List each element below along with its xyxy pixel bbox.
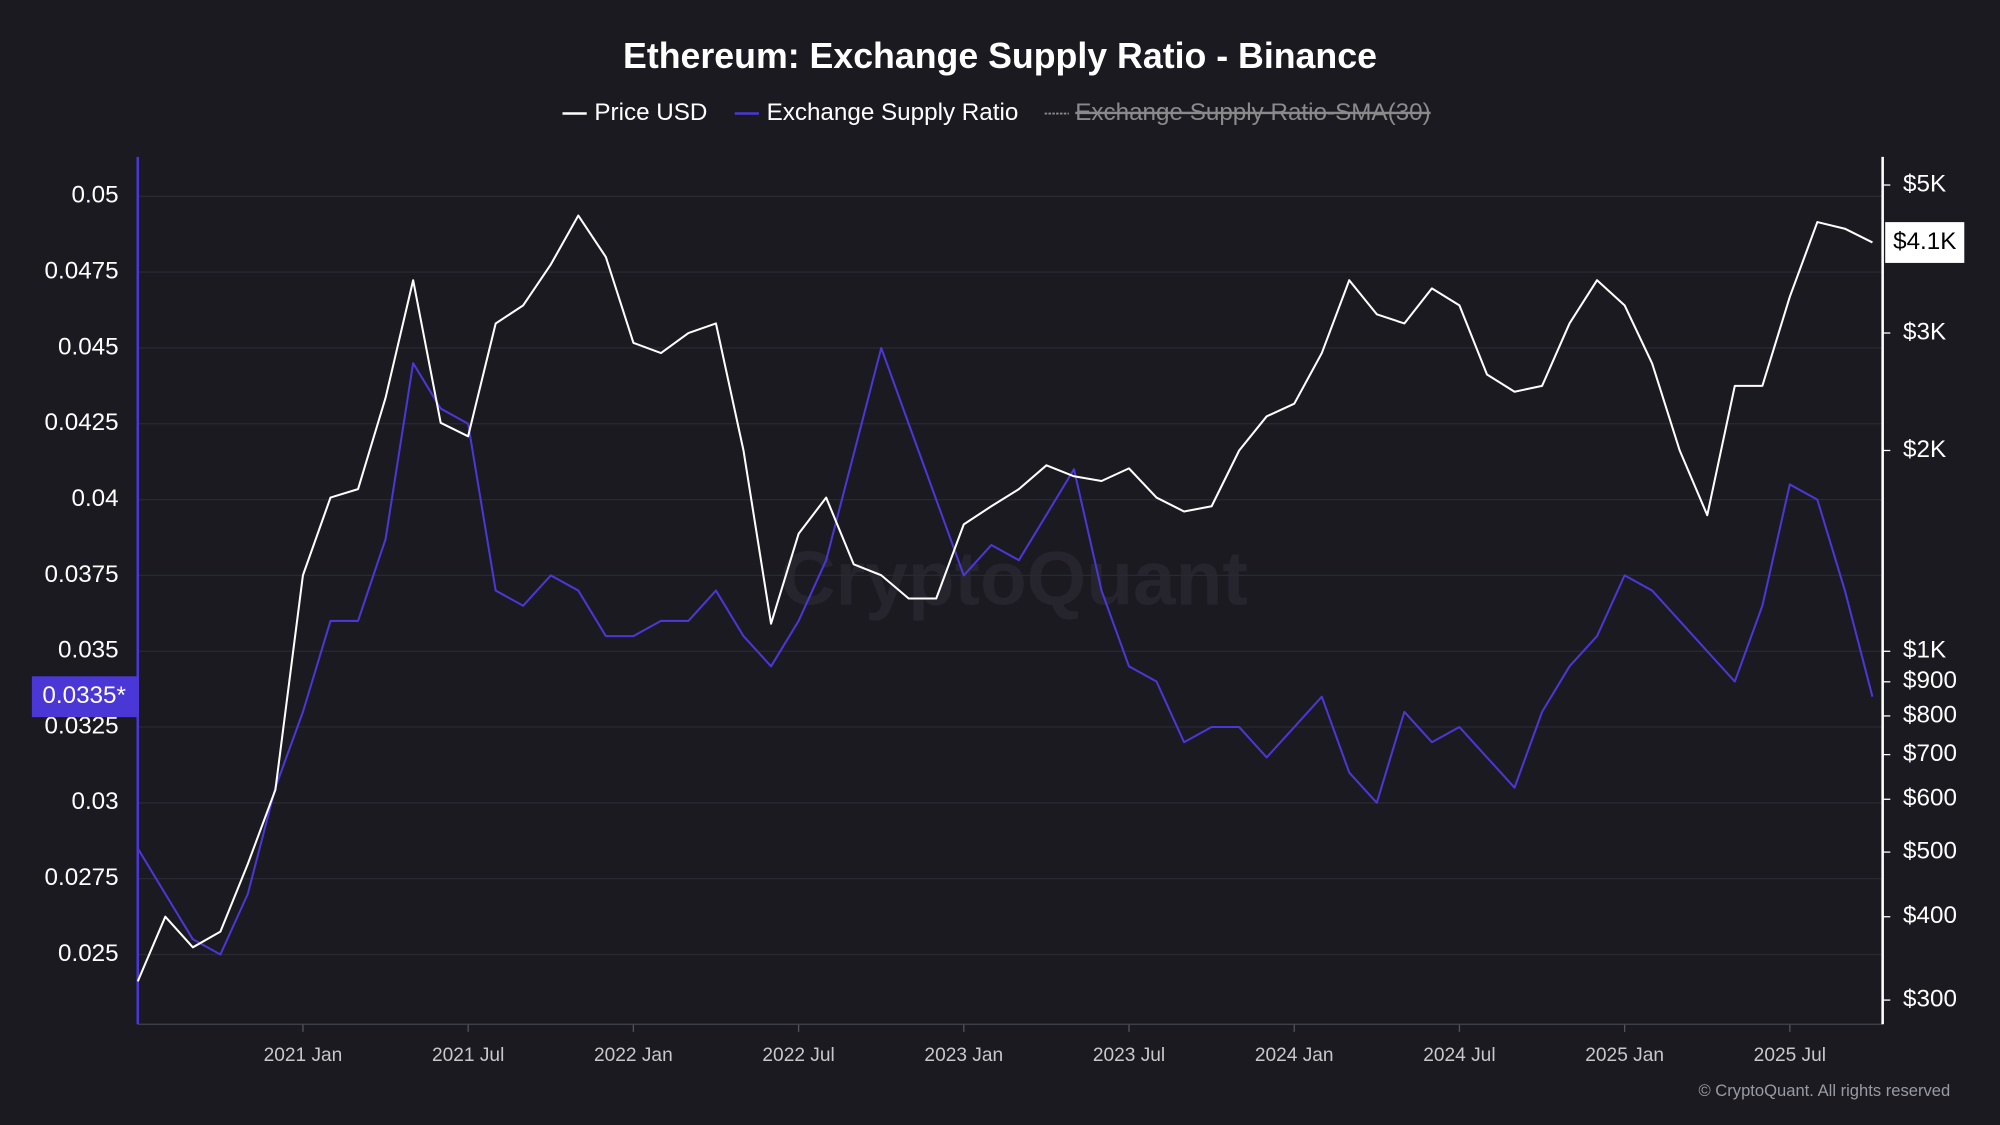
current-value-label: 0.0335* (42, 682, 126, 709)
y-tick-label: 0.045 (58, 333, 119, 360)
x-tick-label: 2025 Jul (1754, 1045, 1826, 1066)
legend-label: Exchange Supply Ratio (767, 99, 1019, 126)
y2-tick-label: $500 (1903, 837, 1957, 864)
x-tick-label: 2021 Jul (432, 1045, 504, 1066)
watermark: CryptoQuant (780, 536, 1248, 621)
legend-label-hidden: Exchange Supply Ratio-SMA(30) (1075, 99, 1430, 126)
y2-tick-label: $2K (1903, 436, 1946, 463)
x-tick-label: 2021 Jan (264, 1045, 343, 1066)
x-tick-label: 2022 Jan (594, 1045, 673, 1066)
x-tick-label: 2023 Jan (924, 1045, 1003, 1066)
copyright: © CryptoQuant. All rights reserved (1698, 1081, 1950, 1100)
y-tick-label: 0.035 (58, 637, 119, 664)
y-tick-label: 0.03 (71, 788, 118, 815)
current-value-label: $4.1K (1893, 228, 1956, 255)
x-tick-label: 2024 Jan (1255, 1045, 1334, 1066)
y2-tick-label: $300 (1903, 985, 1957, 1012)
x-tick-label: 2022 Jul (762, 1045, 834, 1066)
y-tick-label: 0.0275 (45, 864, 119, 891)
y-tick-label: 0.025 (58, 940, 119, 967)
y-tick-label: 0.0475 (45, 258, 119, 285)
y2-tick-label: $800 (1903, 701, 1957, 728)
x-tick-label: 2023 Jul (1093, 1045, 1165, 1066)
current-value-box (31, 676, 137, 718)
y2-tick-label: $900 (1903, 667, 1957, 694)
series-line (136, 346, 1874, 956)
x-tick-label: 2025 Jan (1585, 1045, 1664, 1066)
y2-tick-label: $5K (1903, 170, 1946, 197)
y2-tick-label: $600 (1903, 785, 1957, 812)
y-tick-label: 0.0375 (45, 561, 119, 588)
y2-tick-label: $3K (1903, 318, 1946, 345)
y-tick-label: 0.05 (71, 182, 118, 209)
y-tick-label: 0.0425 (45, 409, 119, 436)
series-line (136, 214, 1873, 982)
y2-tick-label: $1K (1903, 637, 1946, 664)
y-tick-label: 0.04 (71, 485, 118, 512)
current-value-box (1885, 222, 1965, 263)
legend-label: Price USD (594, 99, 707, 126)
chart-title: Ethereum: Exchange Supply Ratio - Binanc… (623, 36, 1377, 76)
x-tick-label: 2024 Jul (1423, 1045, 1495, 1066)
y2-tick-label: $700 (1903, 740, 1957, 767)
y2-tick-label: $400 (1903, 902, 1957, 929)
